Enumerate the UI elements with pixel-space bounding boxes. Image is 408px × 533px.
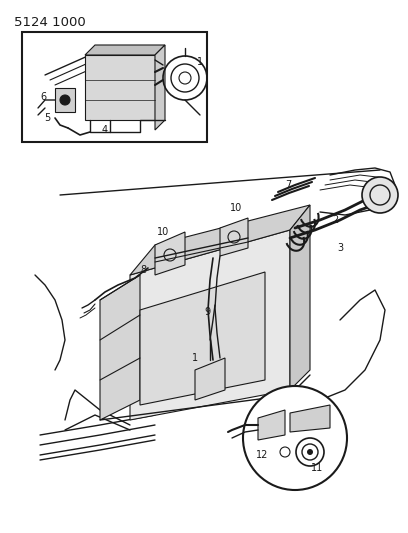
Polygon shape bbox=[220, 218, 248, 256]
Polygon shape bbox=[290, 405, 330, 432]
Circle shape bbox=[307, 449, 313, 455]
Circle shape bbox=[362, 177, 398, 213]
Text: 5124 1000: 5124 1000 bbox=[14, 16, 86, 29]
Polygon shape bbox=[130, 230, 290, 420]
Text: 1: 1 bbox=[192, 353, 198, 363]
Text: 12: 12 bbox=[256, 450, 268, 460]
Polygon shape bbox=[290, 205, 310, 390]
Text: 4: 4 bbox=[102, 125, 108, 135]
Text: 10: 10 bbox=[230, 203, 242, 213]
Circle shape bbox=[243, 386, 347, 490]
Text: 2: 2 bbox=[332, 215, 338, 225]
Polygon shape bbox=[140, 272, 265, 405]
Text: 7: 7 bbox=[285, 180, 291, 190]
Text: 10: 10 bbox=[157, 227, 169, 237]
Polygon shape bbox=[55, 88, 75, 112]
Text: 1: 1 bbox=[197, 57, 203, 67]
Polygon shape bbox=[155, 45, 165, 130]
Polygon shape bbox=[258, 410, 285, 440]
Polygon shape bbox=[195, 358, 225, 400]
Polygon shape bbox=[85, 45, 165, 55]
Text: 11: 11 bbox=[311, 463, 323, 473]
Bar bbox=[22, 32, 207, 142]
Polygon shape bbox=[155, 232, 185, 275]
Polygon shape bbox=[100, 275, 140, 420]
Circle shape bbox=[60, 95, 70, 105]
Text: 8: 8 bbox=[140, 265, 146, 275]
Polygon shape bbox=[130, 205, 310, 275]
Text: 9: 9 bbox=[204, 307, 210, 317]
Text: 3: 3 bbox=[337, 243, 343, 253]
Text: 5: 5 bbox=[44, 113, 50, 123]
Polygon shape bbox=[85, 55, 155, 120]
Text: 6: 6 bbox=[40, 92, 46, 102]
